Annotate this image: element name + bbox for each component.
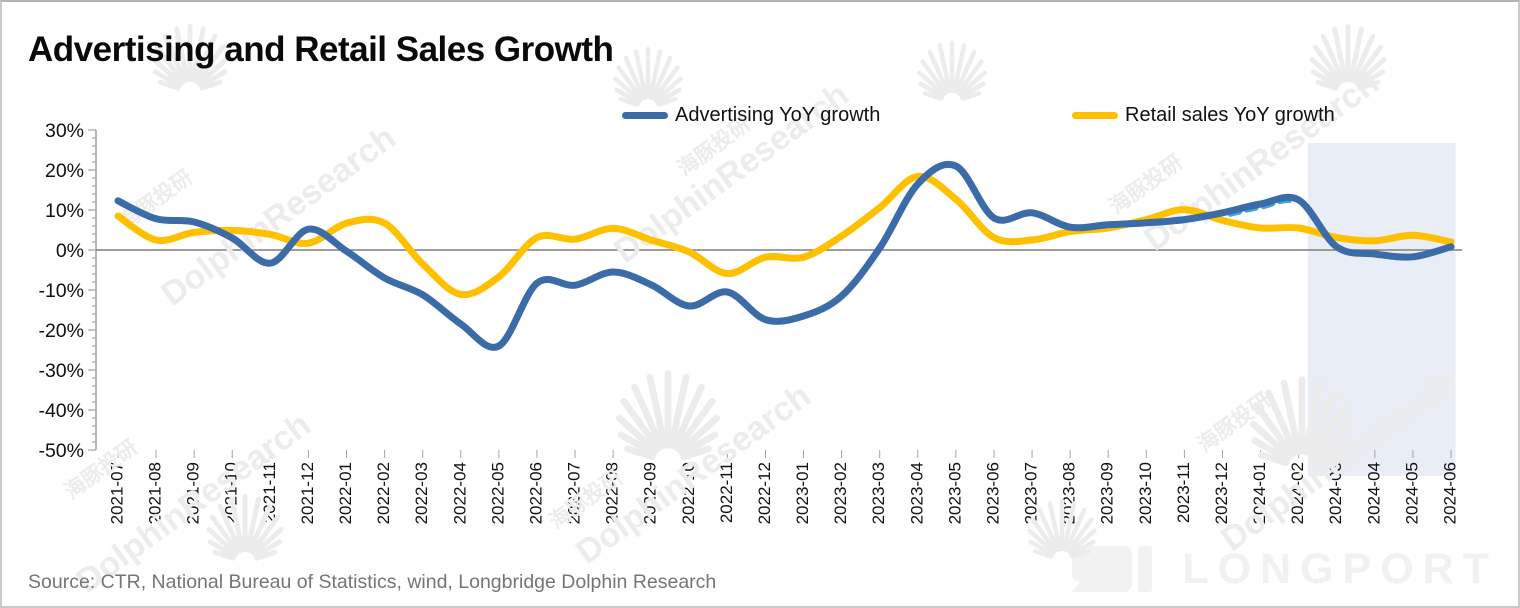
x-tick-label: 2023-01 bbox=[793, 462, 812, 524]
x-tick-label: 2022-11 bbox=[717, 462, 736, 523]
longport-watermark: LONGPORT bbox=[1072, 545, 1498, 594]
x-tick-label: 2024-03 bbox=[1326, 462, 1345, 524]
legend-item-advertising: Advertising YoY growth bbox=[622, 104, 880, 127]
highlight-region-2024q2 bbox=[1307, 143, 1456, 476]
x-tick-label: 2023-02 bbox=[831, 462, 850, 524]
x-tick-label: 2023-03 bbox=[869, 462, 888, 524]
x-tick-label: 2024-04 bbox=[1364, 462, 1383, 524]
x-tick-label: 2021-08 bbox=[146, 462, 165, 524]
x-tick-label: 2023-10 bbox=[1136, 462, 1155, 524]
x-tick-label: 2024-01 bbox=[1250, 462, 1269, 524]
x-tick-label: 2024-05 bbox=[1402, 462, 1421, 524]
x-tick-label: 2022-06 bbox=[526, 462, 545, 524]
x-tick-label: 2022-02 bbox=[374, 462, 393, 524]
legend-label-retail: Retail sales YoY growth bbox=[1125, 104, 1335, 126]
y-tick-label: -30% bbox=[38, 360, 84, 382]
page-title: Advertising and Retail Sales Growth bbox=[28, 30, 614, 69]
x-tick-label: 2023-08 bbox=[1060, 462, 1079, 524]
x-tick-label: 2022-04 bbox=[450, 462, 469, 524]
y-tick-label: 20% bbox=[45, 160, 84, 182]
x-tick-label: 2023-05 bbox=[945, 462, 964, 524]
x-tick-label: 2024-06 bbox=[1440, 462, 1459, 524]
x-tick-label: 2021-10 bbox=[222, 462, 241, 524]
x-tick-label: 2024-02 bbox=[1288, 462, 1307, 524]
x-tick-label: 2022-10 bbox=[679, 462, 698, 524]
x-tick-label: 2023-11 bbox=[1174, 462, 1193, 523]
x-tick-label: 2023-06 bbox=[983, 462, 1002, 524]
legend-item-retail: Retail sales YoY growth bbox=[1072, 104, 1335, 127]
legend-marker-advertising-icon bbox=[622, 112, 668, 119]
y-tick-label: 10% bbox=[45, 200, 84, 222]
y-tick-label: 30% bbox=[45, 120, 84, 142]
x-tick-label: 2023-09 bbox=[1098, 462, 1117, 524]
source-note: Source: CTR, National Bureau of Statisti… bbox=[28, 571, 717, 593]
x-tick-label: 2022-07 bbox=[565, 462, 584, 524]
legend-marker-retail-icon bbox=[1072, 112, 1118, 119]
x-tick-label: 2022-08 bbox=[603, 462, 622, 524]
y-tick-label: -50% bbox=[38, 440, 84, 462]
y-tick-label: -40% bbox=[38, 400, 84, 422]
y-tick-label: 0% bbox=[56, 240, 84, 262]
x-tick-label: 2021-12 bbox=[298, 462, 317, 524]
legend-label-advertising: Advertising YoY growth bbox=[675, 104, 881, 126]
y-tick-label: -10% bbox=[38, 280, 84, 302]
x-tick-label: 2022-03 bbox=[412, 462, 431, 524]
x-tick-label: 2022-09 bbox=[641, 462, 660, 524]
x-tick-label: 2021-09 bbox=[184, 462, 203, 524]
x-tick-label: 2023-04 bbox=[907, 462, 926, 524]
x-tick-label: 2021-11 bbox=[260, 462, 279, 523]
x-tick-label: 2022-12 bbox=[755, 462, 774, 524]
x-tick-label: 2023-07 bbox=[1022, 462, 1041, 524]
x-tick-label: 2021-07 bbox=[107, 462, 126, 524]
longport-logo-icon bbox=[1072, 545, 1153, 592]
x-tick-label: 2023-12 bbox=[1212, 462, 1231, 524]
x-tick-label: 2022-05 bbox=[488, 462, 507, 524]
longport-logo-text: LONGPORT bbox=[1182, 545, 1498, 593]
y-tick-label: -20% bbox=[38, 320, 84, 342]
x-tick-label: 2022-01 bbox=[336, 462, 355, 524]
